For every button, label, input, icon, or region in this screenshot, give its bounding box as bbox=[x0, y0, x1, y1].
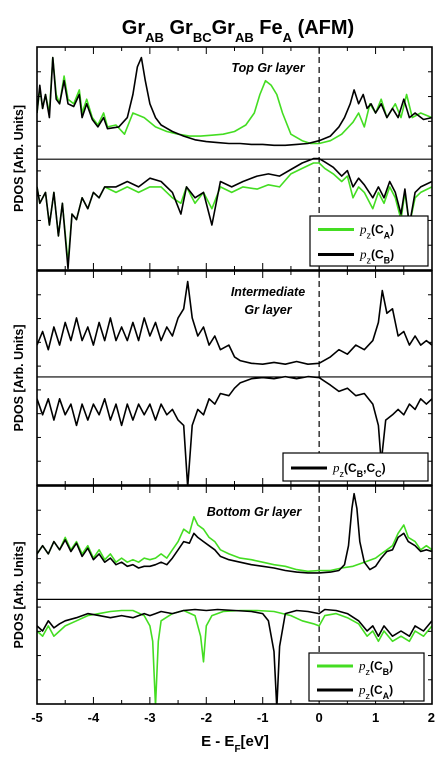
panel-frame bbox=[36, 270, 433, 486]
legend-box bbox=[309, 215, 429, 267]
figure-title: GrAB GrBCGrAB FeA (AFM) bbox=[122, 17, 354, 45]
series-line-up-pz(CB) bbox=[37, 515, 432, 573]
panel-annotation: Bottom Gr layer bbox=[207, 505, 303, 519]
legend: pz(CB) pz(CA) bbox=[308, 652, 425, 702]
title-subscript: BC bbox=[193, 30, 212, 45]
x-tick-label: -5 bbox=[31, 710, 43, 725]
series-line-up-pz(CA) bbox=[37, 56, 432, 145]
panel-middle: Intermediate Gr layer PDOS [Arb. Units] pz(… bbox=[12, 270, 433, 486]
legend-label: pz(CA) bbox=[358, 682, 393, 701]
panel-frame bbox=[36, 46, 433, 271]
x-tick-label: -4 bbox=[88, 710, 100, 725]
x-tick-label: -2 bbox=[201, 710, 213, 725]
title-part: Gr bbox=[164, 17, 193, 39]
title-suffix: (AFM) bbox=[292, 17, 354, 39]
legend: pz(CA) pz(CB) bbox=[309, 215, 429, 267]
legend-box bbox=[308, 652, 425, 702]
x-tick-label: 2 bbox=[428, 710, 435, 725]
x-tick-label: -1 bbox=[257, 710, 269, 725]
title-part: Gr bbox=[212, 17, 236, 39]
panel-annotation: Top Gr layer bbox=[231, 61, 305, 75]
y-axis-label: PDOS [Arb. Units] bbox=[12, 542, 26, 649]
x-tick-label: 0 bbox=[316, 710, 323, 725]
panel-annotation: Intermediate bbox=[231, 285, 305, 299]
legend: pz(CB,CC) bbox=[282, 452, 429, 482]
title-subscript: A bbox=[283, 30, 293, 45]
title-subscript: AB bbox=[235, 30, 254, 45]
series-line-down-pz(CB) bbox=[37, 157, 432, 270]
panel-top: Top Gr layer PDOS [Arb. Units] pz(CA) pz(CB… bbox=[12, 46, 433, 271]
x-tick-label: 1 bbox=[372, 710, 379, 725]
series-line-up-pz(CB) bbox=[37, 56, 432, 147]
legend-label: pz(CB) bbox=[358, 658, 393, 677]
series-line-up-pz(CA) bbox=[37, 492, 432, 574]
legend-label: pz(CB) bbox=[359, 247, 394, 266]
y-axis-label: PDOS [Arb. Units] bbox=[12, 105, 26, 212]
panel-annotation: Gr layer bbox=[244, 303, 292, 317]
x-axis-label: E - EF[eV] bbox=[201, 733, 269, 755]
series-line-up-pz(CB,CC) bbox=[37, 280, 432, 366]
x-tick-label: -3 bbox=[144, 710, 156, 725]
legend-label: pz(CA) bbox=[359, 222, 394, 241]
y-axis-label: PDOS [Arb. Units] bbox=[12, 325, 26, 432]
title-part: Gr bbox=[122, 17, 146, 39]
series-line-down-pz(CB,CC) bbox=[37, 375, 432, 485]
series-line-down-pz(CA) bbox=[37, 608, 432, 704]
legend-label: pz(CB,CC) bbox=[332, 460, 386, 479]
title-part: Fe bbox=[254, 17, 283, 39]
panel-frame bbox=[36, 485, 433, 705]
title-subscript: AB bbox=[145, 30, 164, 45]
